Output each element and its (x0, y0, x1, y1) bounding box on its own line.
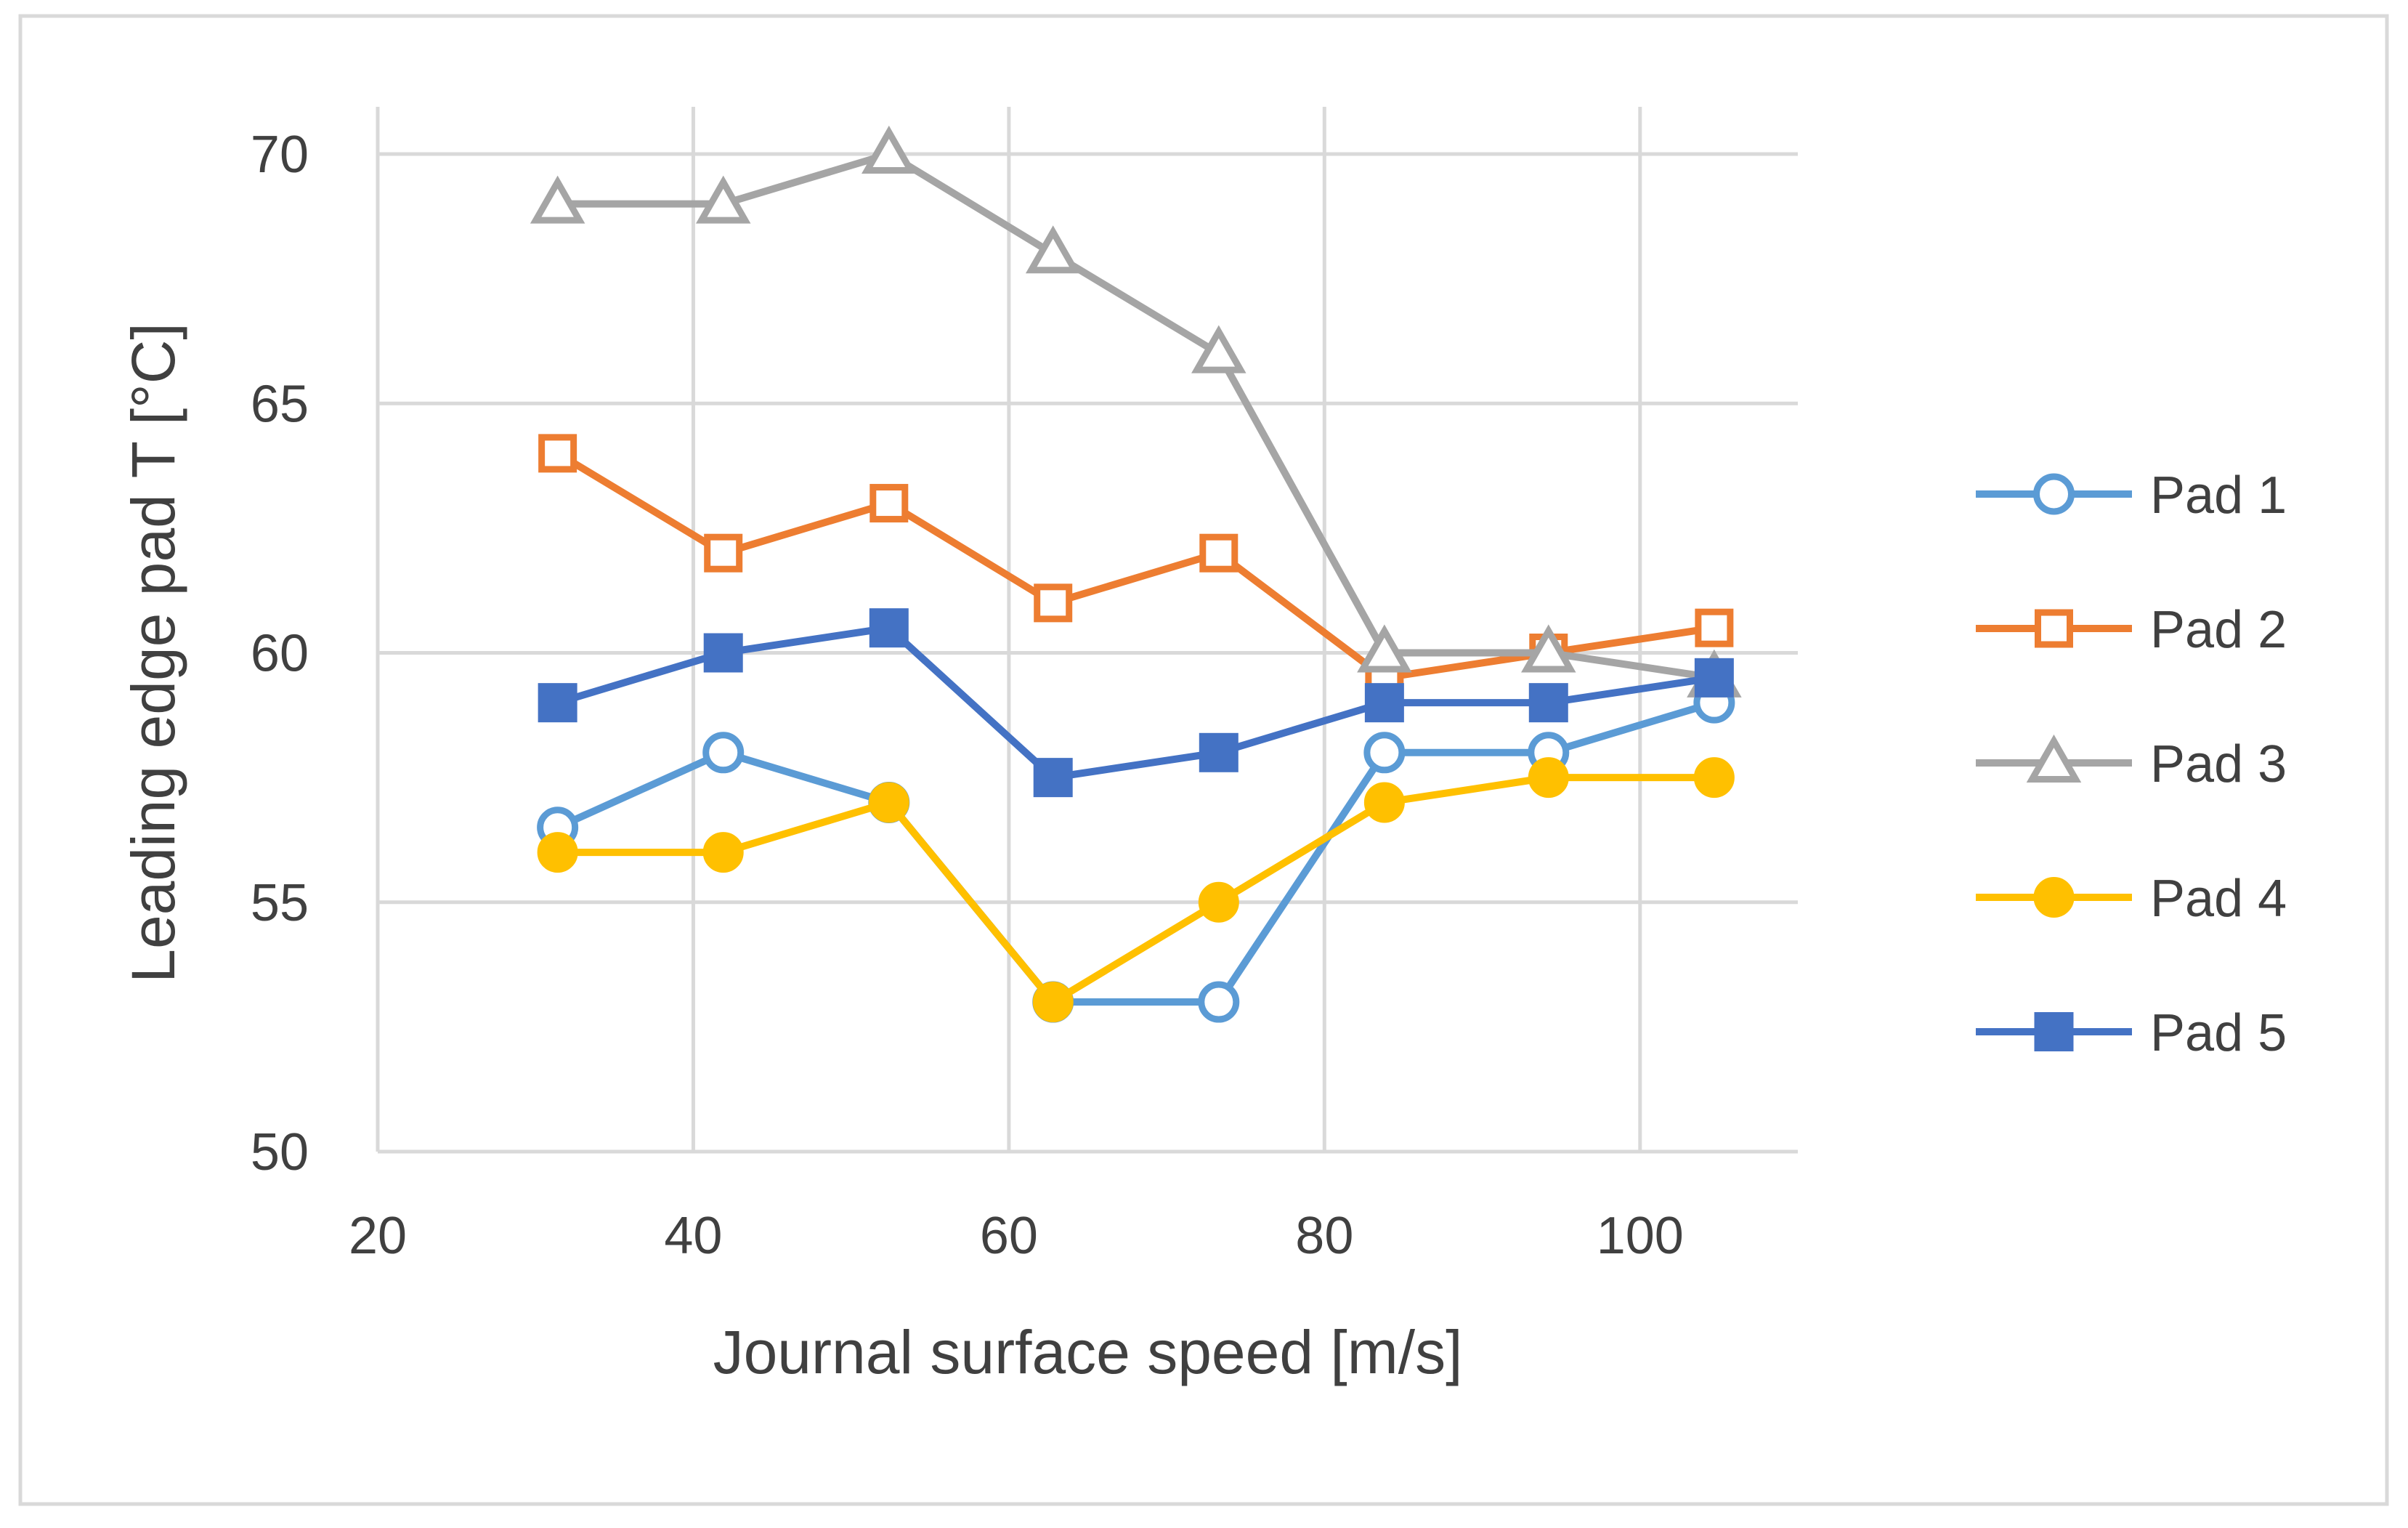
data-point-pad-3 (695, 175, 751, 224)
data-point-pad-5 (869, 608, 909, 648)
legend-item-pad-5: Pad 5 (1976, 1004, 2287, 1062)
legend: Pad 1 Pad 2 Pad 3 Pad 4 Pad 5 (1976, 466, 2287, 1062)
legend-marker-pad-4 (2033, 877, 2075, 918)
data-point-pad-3 (1191, 325, 1246, 373)
data-point-pad-2 (1199, 533, 1239, 573)
x-tick-label: 60 (980, 1207, 1038, 1265)
x-tick-label: 100 (1597, 1207, 1684, 1265)
data-point-pad-5 (703, 633, 743, 673)
series-group (530, 125, 1742, 1023)
legend-label-pad-4: Pad 4 (2150, 870, 2287, 928)
data-point-pad-2 (704, 533, 743, 573)
series-pad-5 (538, 608, 1734, 798)
data-point-pad-4 (1363, 782, 1405, 823)
y-tick-label: 55 (251, 874, 309, 932)
data-point-pad-5 (538, 683, 577, 723)
data-point-pad-5 (1528, 683, 1568, 723)
data-point-pad-2 (869, 484, 909, 523)
series-line-pad-1 (554, 699, 1718, 1006)
series-line-pad-3 (554, 150, 1718, 682)
data-point-pad-4 (1032, 982, 1074, 1023)
legend-item-pad-4: Pad 4 (1976, 870, 2287, 928)
data-point-pad-5 (1694, 658, 1734, 698)
x-axis-title: Journal surface speed [m/s] (713, 1318, 1463, 1386)
legend-item-pad-3: Pad 3 (1976, 734, 2287, 793)
data-point-pad-5 (1033, 758, 1073, 798)
series-line-pad-5 (554, 624, 1718, 782)
legend-marker-pad-1 (2033, 473, 2075, 515)
x-tick-label: 40 (664, 1207, 722, 1265)
data-point-pad-2 (1034, 583, 1073, 623)
x-tick-label: 80 (1295, 1207, 1353, 1265)
data-point-pad-1 (1363, 732, 1406, 774)
axes: 50 55 60 65 70 20 40 60 80 100 (251, 107, 1798, 1265)
legend-marker-pad-2 (2035, 609, 2073, 648)
data-point-pad-4 (702, 832, 744, 873)
data-point-pad-4 (868, 782, 909, 823)
data-point-pad-2 (538, 434, 577, 473)
legend-label-pad-3: Pad 3 (2150, 735, 2287, 793)
data-point-pad-3 (862, 125, 917, 174)
x-tick-label: 20 (349, 1207, 407, 1265)
y-tick-label: 70 (251, 126, 309, 184)
data-point-pad-3 (1521, 624, 1576, 673)
data-point-pad-5 (1364, 683, 1404, 723)
legend-marker-pad-5 (2034, 1012, 2074, 1051)
data-point-pad-4 (1693, 757, 1735, 799)
data-point-pad-3 (1025, 225, 1081, 274)
y-tick-label: 60 (251, 625, 309, 683)
y-tick-label: 65 (251, 375, 309, 433)
series-pad-3 (530, 125, 1742, 698)
legend-item-pad-1: Pad 1 (1976, 466, 2287, 525)
legend-label-pad-2: Pad 2 (2150, 601, 2287, 659)
series-line-pad-2 (554, 449, 1718, 682)
legend-label-pad-5: Pad 5 (2150, 1004, 2287, 1062)
series-line-pad-4 (554, 774, 1718, 1006)
data-point-pad-2 (1695, 608, 1734, 647)
data-point-pad-4 (1528, 757, 1569, 799)
data-point-pad-4 (537, 832, 578, 873)
data-point-pad-4 (1198, 881, 1239, 923)
legend-item-pad-2: Pad 2 (1976, 601, 2287, 659)
y-axis-title: Leading edge pad T [°C] (119, 323, 187, 983)
legend-label-pad-1: Pad 1 (2150, 466, 2287, 525)
data-point-pad-1 (702, 732, 745, 774)
data-point-pad-3 (530, 175, 585, 224)
data-point-pad-5 (1199, 732, 1239, 772)
y-tick-label: 50 (251, 1123, 309, 1181)
data-point-pad-1 (1198, 981, 1240, 1023)
legend-marker-pad-3 (2026, 734, 2082, 783)
data-point-pad-3 (1357, 624, 1412, 673)
series-pad-4 (537, 757, 1735, 1023)
